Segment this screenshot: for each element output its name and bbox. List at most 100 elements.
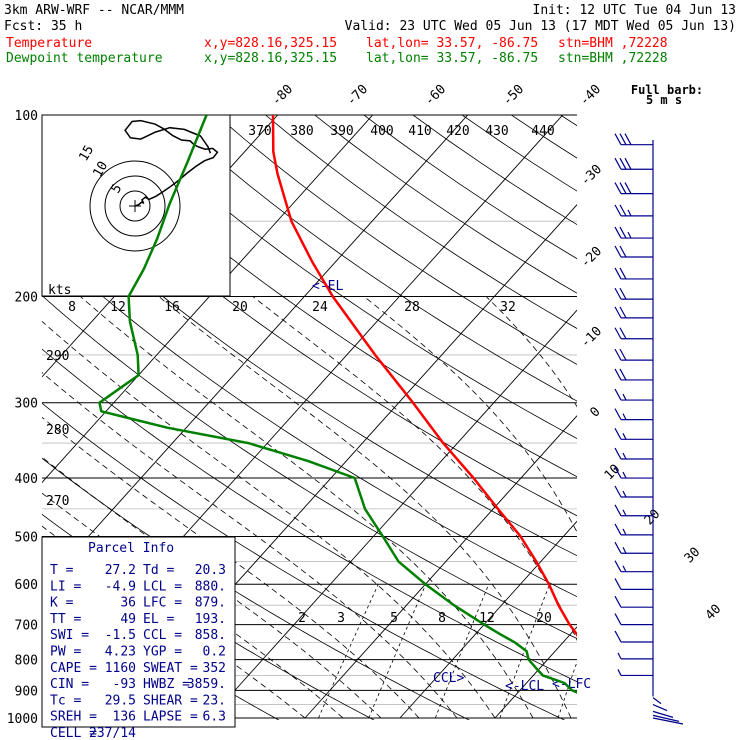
pressure-label-400: 400 xyxy=(15,472,38,487)
temperature-xy: x,y=828.16,325.15 xyxy=(204,36,337,51)
pressure-label-200: 200 xyxy=(15,291,38,306)
parcel-key: TT = xyxy=(50,612,81,627)
wind-barb-flag xyxy=(614,560,622,572)
wind-barb-flag xyxy=(614,541,622,554)
moist-adiabat-18 xyxy=(158,296,572,719)
parcel-key: SHEAR = xyxy=(143,693,198,708)
pressure-label-800: 800 xyxy=(15,654,38,669)
pressure-label-300: 300 xyxy=(15,397,38,412)
wind-barb-flag xyxy=(619,226,627,239)
parcel-key: SREH = xyxy=(50,710,97,725)
mixing-ratio-label: 8 xyxy=(438,611,446,626)
isotherm--10 xyxy=(304,415,577,719)
wind-barb-flag xyxy=(614,267,622,280)
header-fcst: Fcst: 35 h xyxy=(4,19,82,34)
parcel-info-title: Parcel Info xyxy=(88,541,174,556)
inset-speed-label: 24 xyxy=(312,300,328,315)
wind-barb-flag xyxy=(614,306,622,319)
parcel-value: 193. xyxy=(195,612,226,627)
wind-barb-flag xyxy=(619,348,627,361)
parcel-value: 6.3 xyxy=(203,710,226,725)
wind-barb-half xyxy=(622,490,627,498)
parcel-value: 0.2 xyxy=(203,645,226,660)
wind-barb-flag xyxy=(619,267,627,280)
wind-barb-flag xyxy=(614,327,622,340)
dry-adiabat-330 xyxy=(42,189,577,557)
inset-speed-label: 12 xyxy=(110,300,126,315)
parcel-key: CCL = xyxy=(143,628,182,643)
wind-barb-half xyxy=(627,231,632,239)
inset-speed-label: 8 xyxy=(68,300,76,315)
temperature-label: Temperature xyxy=(6,36,92,51)
mixing-ratio-label: 5 xyxy=(390,611,398,626)
inset-rh-label: 290 xyxy=(46,349,69,364)
inset-rh-label: 270 xyxy=(46,494,69,509)
theta-label: 430 xyxy=(485,124,508,139)
wind-barb-flag xyxy=(614,428,622,440)
dewpoint-stn: stn=BHM ,72228 xyxy=(558,51,668,66)
annotation-label: CCL> xyxy=(433,671,464,686)
sounding-series xyxy=(98,115,577,694)
wind-barb-surface xyxy=(652,710,674,718)
wind-barb-flag xyxy=(614,133,622,145)
theta-label: 440 xyxy=(531,124,554,139)
isotherm-0 xyxy=(399,520,577,719)
inset-speed-label: 20 xyxy=(232,300,248,315)
mixing-ratio-8 xyxy=(499,584,550,719)
hodograph-ring-label: 15 xyxy=(76,143,97,164)
hodograph-ring xyxy=(89,160,181,252)
parcel-key: HWBZ = xyxy=(143,677,190,692)
moist-adiabat-26 xyxy=(363,296,577,533)
mixing-ratio-12 xyxy=(557,660,577,719)
dry-adiabat-380 xyxy=(215,115,577,365)
wind-barb-half xyxy=(622,509,627,517)
temperature-info: Temperature x,y=828.16,325.15 lat,lon= 3… xyxy=(6,36,668,51)
parcel-value: 29.5 xyxy=(105,693,136,708)
parcel-value: 237/14 xyxy=(89,726,136,740)
mixing-ratio-3 xyxy=(368,584,427,719)
hodograph-trace xyxy=(124,119,219,207)
isotherm--60 xyxy=(42,115,374,484)
wind-barb-surface xyxy=(652,697,662,705)
parcel-value: -93 xyxy=(113,677,136,692)
wind-barb-flag xyxy=(614,523,622,536)
wind-barb-flag xyxy=(614,630,622,643)
wind-barb-flag xyxy=(614,485,622,498)
wind-barb-flag xyxy=(614,578,622,590)
mixing-ratio-label: 2 xyxy=(298,611,306,626)
parcel-value: -4.9 xyxy=(105,579,136,594)
parcel-value: 858. xyxy=(195,628,226,643)
pressure-label-600: 600 xyxy=(15,578,38,593)
wind-barb-flag xyxy=(619,245,627,258)
wind-barb-flag xyxy=(624,157,632,170)
parcel-value: 27.2 xyxy=(105,563,136,578)
parcel-value: 136 xyxy=(113,710,136,725)
dry-adiabat-360 xyxy=(117,115,577,439)
wind-barb-flag xyxy=(619,182,627,194)
parcel-key: SWI = xyxy=(50,628,89,643)
inset-units-label: kts xyxy=(48,283,71,298)
parcel-value: 36 xyxy=(120,596,136,611)
wind-barb-flag xyxy=(614,595,622,608)
parcel-key: CELL = xyxy=(50,726,97,740)
parcel-key: Tc = xyxy=(50,693,81,708)
pressure-label-500: 500 xyxy=(15,530,38,545)
header-init: Init: 12 UTC Tue 04 Jun 13 xyxy=(533,3,737,18)
mixing-ratio-5 xyxy=(435,584,490,719)
parcel-value: 23. xyxy=(203,693,226,708)
theta-label: 420 xyxy=(446,124,469,139)
theta-label: 390 xyxy=(330,124,353,139)
wind-barb-flag xyxy=(619,287,627,300)
wind-barb-flag xyxy=(619,204,627,217)
isotherm--20 xyxy=(209,309,577,719)
header-valid: Valid: 23 UTC Wed 05 Jun 13 (17 MDT Wed … xyxy=(345,19,736,34)
parcel-value: 4.23 xyxy=(105,645,136,660)
wind-barb-half xyxy=(617,669,622,676)
dewpoint-trace xyxy=(98,115,577,694)
dewpoint-info: Dewpoint temperature x,y=828.16,325.15 l… xyxy=(6,51,668,66)
wind-barb-surface xyxy=(652,714,680,722)
dry-adiabat-340 xyxy=(42,137,577,517)
temperature-latlon: lat,lon= 33.57, -86.75 xyxy=(366,36,538,51)
dry-adiabat-290 xyxy=(42,402,566,720)
